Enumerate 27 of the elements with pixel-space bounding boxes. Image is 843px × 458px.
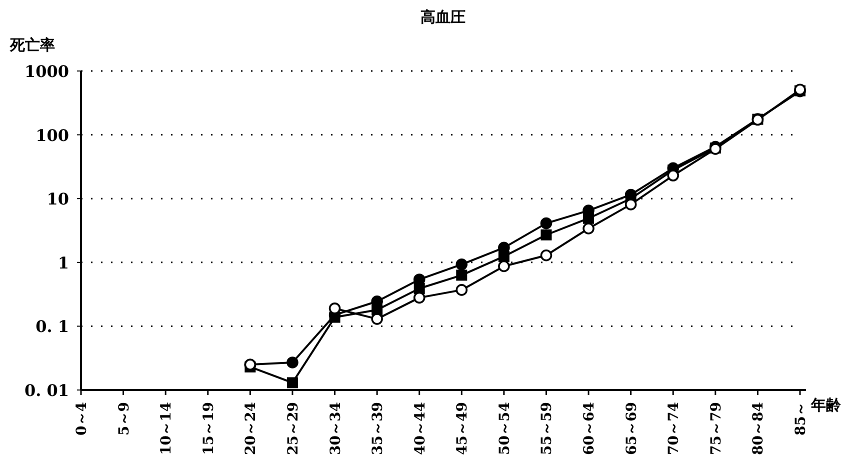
x-tick-label: 85～	[793, 402, 809, 436]
chart-title: 高血圧	[420, 8, 466, 26]
x-tick-label: 30～34	[328, 402, 344, 455]
x-tick-label: 5～9	[116, 402, 132, 436]
y-tick-label: 100	[36, 126, 69, 145]
y-tick-label: 1	[58, 253, 69, 272]
x-tick-label: 70～74	[666, 402, 682, 455]
x-axis-title: 年齢	[810, 396, 842, 414]
x-tick-label: 65～69	[624, 402, 640, 455]
x-tick-label: 20～24	[243, 402, 260, 455]
y-axis-title: 死亡率	[9, 36, 55, 54]
x-tick-label: 35～39	[370, 402, 386, 455]
x-tick-label: 75～79	[708, 402, 724, 455]
x-tick-label: 60～64	[582, 402, 598, 455]
x-tick-label: 80～84	[750, 402, 767, 455]
y-tick-label: 10	[46, 190, 69, 209]
y-tick-label: 0. 1	[36, 317, 69, 336]
x-tick-label: 10～14	[158, 402, 175, 455]
x-tick-label: 45～49	[454, 402, 471, 455]
y-tick-label: 1000	[24, 62, 69, 81]
y-tick-label: 0. 01	[24, 381, 69, 400]
x-tick-label: 40～44	[412, 402, 428, 455]
x-tick-label: 25～29	[285, 402, 302, 455]
x-tick-label: 0～4	[74, 402, 90, 436]
x-tick-label: 15～19	[200, 402, 217, 455]
x-tick-label: 55～59	[539, 402, 556, 455]
x-tick-label: 50～54	[496, 402, 513, 455]
